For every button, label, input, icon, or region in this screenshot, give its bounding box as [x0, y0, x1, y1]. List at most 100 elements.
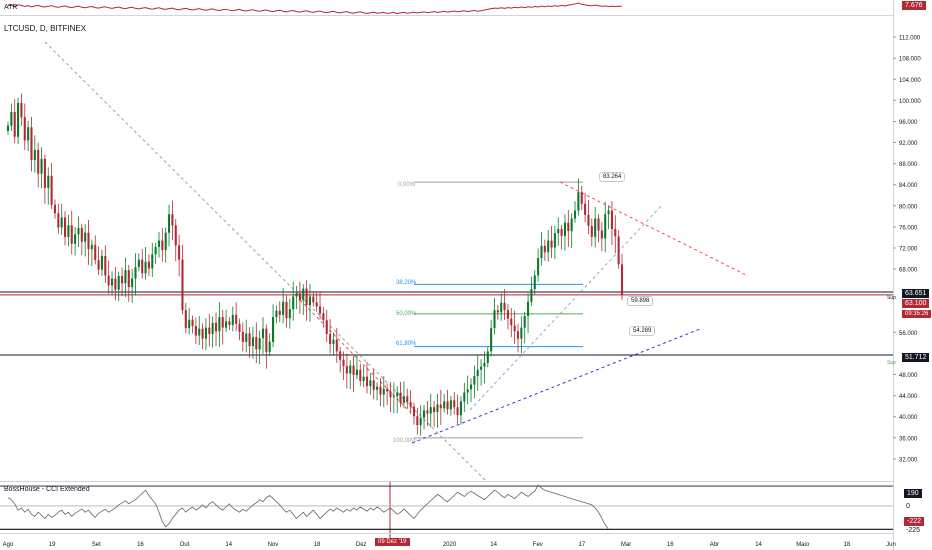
candle-body [285, 301, 288, 319]
candle-body [154, 246, 157, 255]
y-tick-label: 56.000 [899, 331, 918, 337]
candle-body [379, 386, 382, 395]
candle-body [74, 234, 77, 244]
x-tick-label: Fev [533, 542, 543, 548]
candle-body [97, 260, 100, 270]
candle-body [557, 229, 560, 234]
candle-body [295, 293, 298, 297]
candle-body [617, 236, 620, 265]
x-tick-label: 16 [667, 542, 674, 548]
candle-body [225, 321, 228, 328]
candle-body [543, 245, 546, 253]
candle-body [486, 351, 489, 363]
candle-body [100, 255, 103, 270]
candle-body [530, 289, 533, 302]
candle-body [433, 407, 436, 412]
candle-body [114, 278, 117, 290]
candle-body [17, 103, 20, 137]
cci-level-225: -225 [906, 527, 921, 534]
candle-body [211, 322, 214, 334]
candle-body [506, 310, 509, 319]
candle-body [335, 339, 338, 352]
candle-body [268, 341, 271, 352]
candle-body [594, 218, 597, 237]
candle-body [40, 158, 43, 174]
candle-body [520, 327, 523, 339]
candle-body [610, 210, 613, 230]
candle-body [134, 266, 137, 279]
candle-body [50, 175, 53, 205]
fib-label-0: 0,00% [398, 182, 416, 188]
candle-body [312, 296, 315, 303]
candle-body [446, 401, 449, 410]
fib-label-382: 38,20% [396, 280, 417, 286]
candle-body [580, 192, 583, 204]
sup-label-1: Sup [887, 295, 896, 301]
y-tick-label: 108.000 [899, 57, 921, 63]
candle-body [325, 320, 328, 334]
candle-body [466, 389, 469, 393]
candle-body [409, 401, 412, 407]
candle-body [298, 293, 301, 301]
candle-body [547, 240, 550, 253]
candle-body [272, 317, 275, 342]
y-tick-label: 44.000 [899, 394, 918, 400]
candle-body [265, 328, 268, 352]
candle-body [456, 407, 459, 416]
candle-body [208, 327, 211, 334]
price-badge-last: 63.100 [902, 299, 930, 308]
candle-body [221, 317, 224, 328]
candle-body [33, 149, 36, 160]
candle-body [251, 337, 254, 347]
candle-body [469, 384, 473, 390]
trendline-support-blue [411, 328, 701, 444]
candle-body [577, 192, 580, 211]
y-tick-label: 88.000 [899, 162, 918, 168]
y-tick-label: 48.000 [899, 373, 918, 379]
candle-body [382, 388, 385, 395]
candle-body [151, 254, 154, 269]
candle-body [567, 222, 570, 232]
x-tick-label: 18 [314, 542, 321, 548]
candle-body [77, 227, 80, 235]
candle-body [121, 275, 124, 284]
candle-body [342, 359, 345, 367]
price-badge-support: 51.712 [902, 353, 930, 362]
candle-body [30, 127, 33, 160]
y-tick-label: 96.000 [899, 120, 918, 126]
candle-body [204, 327, 207, 339]
y-tick-label: 40.000 [899, 415, 918, 421]
candle-body [372, 380, 375, 390]
atr-label: ATR [4, 4, 18, 11]
price-badge-resistance: 63.651 [902, 289, 930, 298]
candle-body [318, 306, 322, 314]
candle-body [13, 111, 16, 137]
x-tick-label: 2020 [443, 542, 457, 548]
candle-body [537, 258, 540, 276]
candle-body [6, 125, 10, 131]
atr-value-badge: 7.676 [902, 1, 926, 10]
candle-body [117, 275, 120, 290]
candle-body [261, 328, 265, 339]
x-tick-label: Mar [621, 542, 631, 548]
candle-body [27, 127, 30, 141]
candle-body [184, 310, 187, 329]
candle-body [480, 366, 483, 370]
candle-body [436, 404, 439, 412]
candle-body [171, 214, 174, 226]
candle-body [144, 261, 147, 274]
candle-body [63, 217, 67, 237]
candle-body [584, 203, 587, 215]
candle-body [20, 103, 23, 118]
candle-body [147, 261, 150, 269]
candle-body [67, 225, 70, 237]
candle-body [426, 410, 429, 414]
candle-body [329, 333, 332, 344]
y-tick-label: 32.000 [899, 457, 918, 463]
x-tick-label: Jun [886, 542, 896, 548]
candle-body [228, 321, 231, 325]
candle-body [104, 255, 107, 276]
candle-body [107, 275, 110, 286]
